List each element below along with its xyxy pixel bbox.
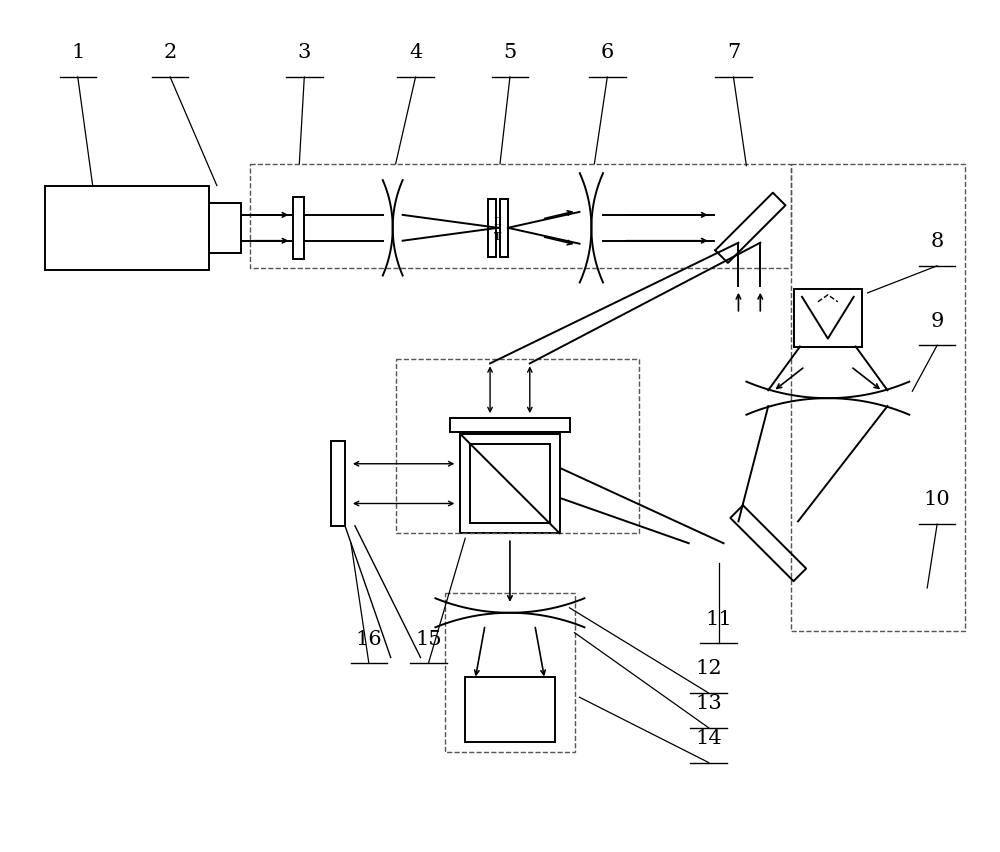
Bar <box>445 593 575 752</box>
Text: 3: 3 <box>298 43 311 62</box>
Text: 11: 11 <box>705 609 732 628</box>
Text: 16: 16 <box>356 629 382 648</box>
Bar <box>470 445 550 524</box>
Bar <box>45 187 209 271</box>
Text: II: II <box>494 216 503 227</box>
Text: 10: 10 <box>924 490 951 509</box>
Bar <box>331 442 345 527</box>
Bar <box>488 199 496 257</box>
Bar <box>794 290 862 347</box>
Bar <box>450 418 570 433</box>
Text: 15: 15 <box>415 629 442 648</box>
Text: 13: 13 <box>695 694 722 712</box>
Text: 14: 14 <box>695 728 722 747</box>
Bar <box>209 204 241 253</box>
Text: 7: 7 <box>727 43 740 62</box>
Text: 1: 1 <box>71 43 84 62</box>
Text: T: T <box>494 232 502 241</box>
Bar <box>500 199 508 257</box>
Text: 4: 4 <box>409 43 422 62</box>
Text: 2: 2 <box>164 43 177 62</box>
Bar <box>293 198 304 259</box>
Text: 12: 12 <box>695 659 722 677</box>
Text: 9: 9 <box>930 311 944 331</box>
Bar <box>791 164 965 631</box>
Bar <box>396 360 639 533</box>
Text: 5: 5 <box>503 43 517 62</box>
Bar <box>465 677 555 742</box>
Bar <box>460 435 560 533</box>
Bar <box>250 164 791 268</box>
Text: 6: 6 <box>601 43 614 62</box>
Text: 8: 8 <box>931 232 944 250</box>
